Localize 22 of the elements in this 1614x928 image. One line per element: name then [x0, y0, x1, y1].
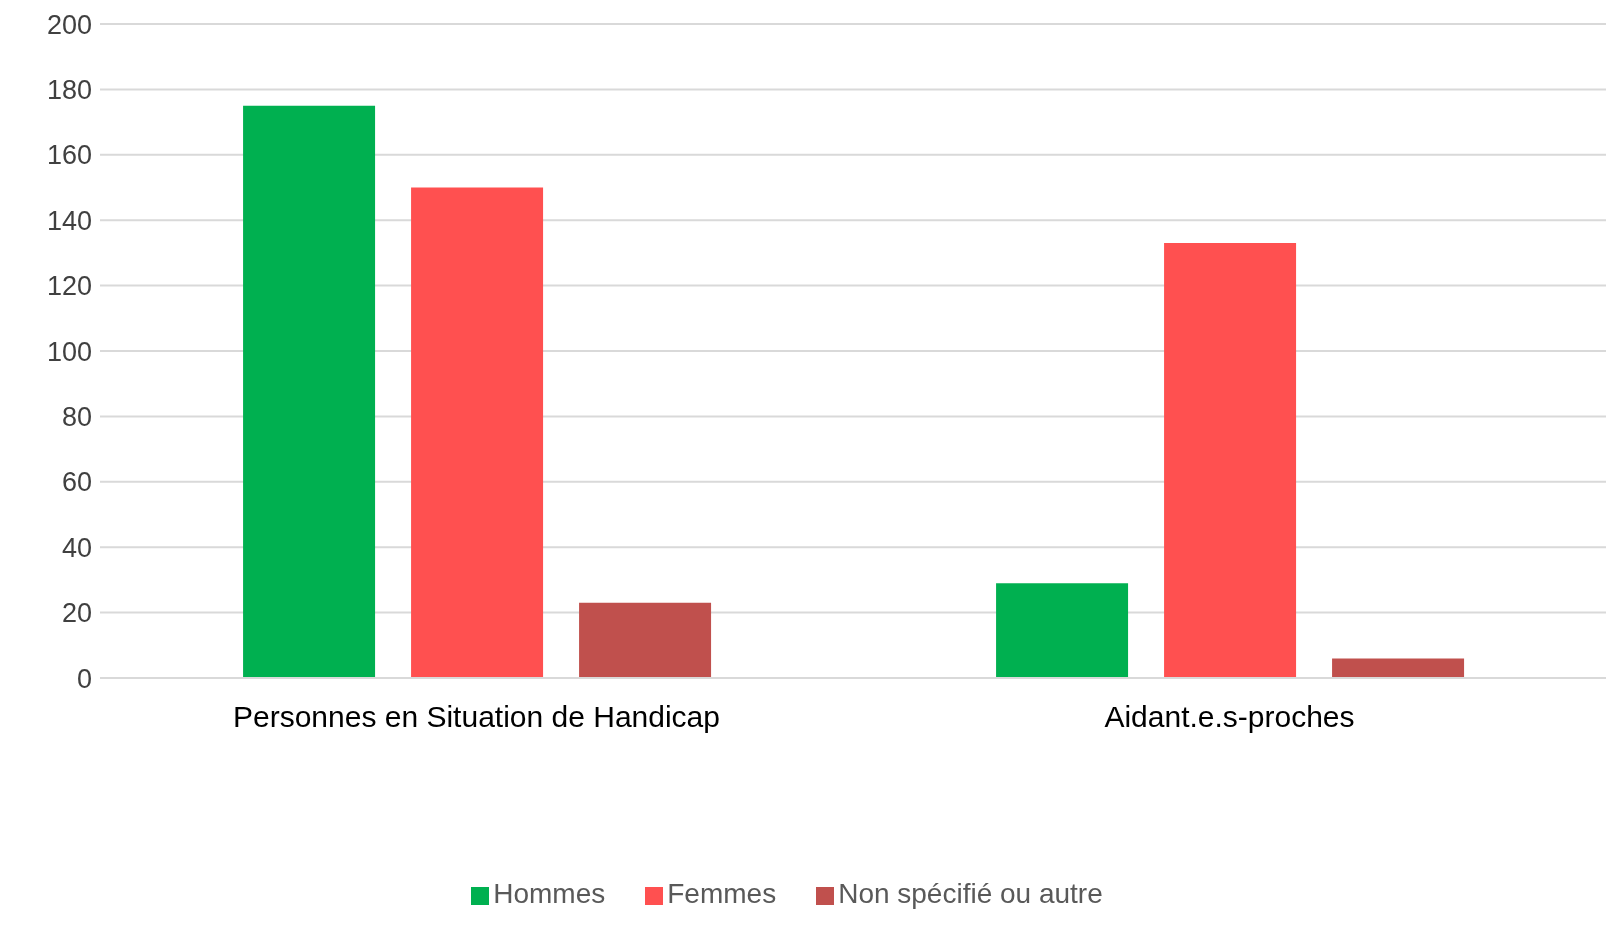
legend-label: Hommes [493, 878, 606, 909]
y-tick-label: 0 [76, 663, 92, 694]
bar [411, 187, 544, 678]
bar [1332, 658, 1465, 678]
y-tick-label: 100 [46, 336, 92, 367]
y-tick-label: 160 [46, 140, 92, 171]
y-tick-label: 80 [61, 401, 92, 432]
legend-label: Femmes [667, 878, 777, 909]
legend-label: Non spécifié ou autre [838, 878, 1103, 909]
x-tick-label: Aidant.e.s-proches [1104, 700, 1355, 734]
y-tick-label: 200 [46, 9, 92, 40]
y-tick-label: 40 [61, 532, 92, 563]
bar [996, 583, 1129, 678]
y-tick-label: 60 [61, 467, 92, 498]
y-tick-label: 180 [46, 74, 92, 105]
bar [243, 105, 376, 678]
bar [579, 602, 712, 678]
bar [1164, 243, 1297, 678]
y-tick-label: 140 [46, 205, 92, 236]
y-tick-label: 120 [46, 271, 92, 302]
y-tick-label: 20 [61, 598, 92, 629]
x-tick-label: Personnes en Situation de Handicap [232, 700, 721, 734]
